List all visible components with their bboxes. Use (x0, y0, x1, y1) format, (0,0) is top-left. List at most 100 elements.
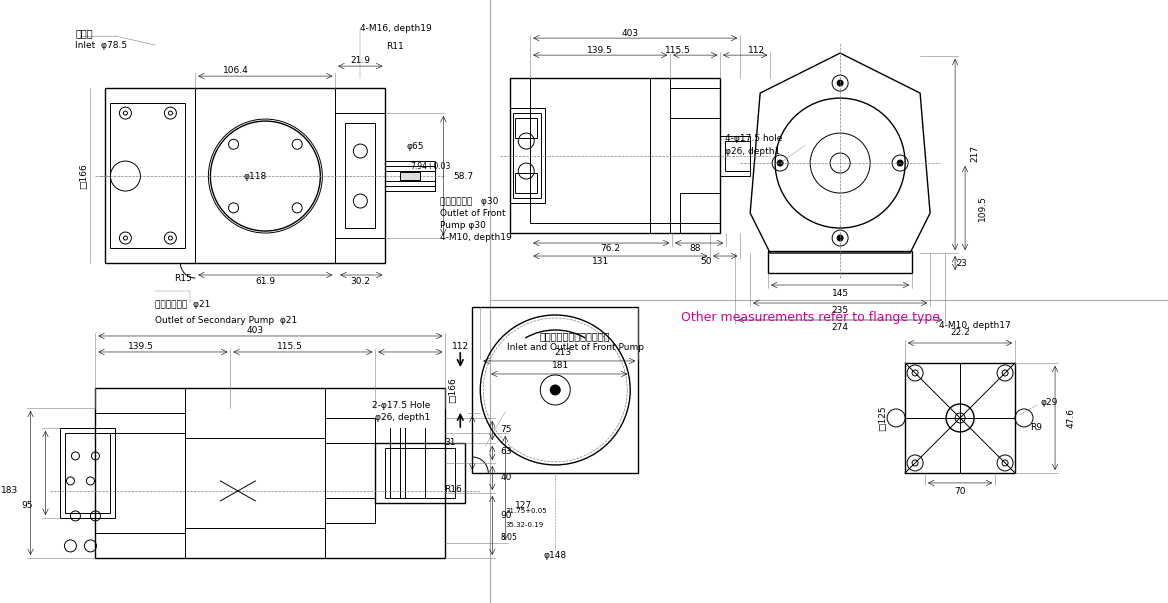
Text: 183: 183 (1, 487, 19, 496)
Text: φ65: φ65 (406, 142, 424, 151)
Text: 145: 145 (832, 288, 849, 297)
Bar (96, 388, 445, 558)
Bar (725, 141, 750, 171)
Text: Outlet of Front: Outlet of Front (440, 209, 506, 218)
Text: R16: R16 (445, 485, 463, 494)
Circle shape (777, 160, 784, 166)
Bar (515, 173, 537, 193)
Bar (769, 251, 912, 273)
Text: 181: 181 (551, 361, 569, 370)
Bar (530, 78, 721, 223)
Text: 2-φ17.5 Hole: 2-φ17.5 Hole (371, 402, 430, 411)
Text: 112: 112 (452, 343, 468, 352)
Bar (472, 307, 638, 473)
Bar (513, 113, 541, 198)
Text: 115.5: 115.5 (278, 343, 304, 352)
Bar (335, 113, 385, 238)
Text: 131: 131 (592, 256, 609, 265)
Bar (510, 78, 721, 233)
Bar (670, 88, 721, 118)
Text: 88: 88 (689, 244, 701, 253)
Text: 127: 127 (515, 502, 533, 510)
Text: 109.5: 109.5 (978, 195, 987, 221)
Circle shape (837, 80, 843, 86)
Bar (510, 108, 545, 203)
Text: φ118: φ118 (244, 171, 267, 180)
Text: 90: 90 (500, 511, 512, 520)
Text: φ26, depth1: φ26, depth1 (375, 414, 430, 423)
Text: 95: 95 (21, 502, 33, 510)
Bar (195, 88, 335, 263)
Text: 217: 217 (971, 145, 979, 162)
Bar (65, 433, 111, 513)
Text: R9: R9 (1030, 423, 1042, 432)
Text: 21.9: 21.9 (350, 55, 370, 65)
Bar (515, 118, 537, 138)
Bar (905, 363, 1015, 473)
Text: □125: □125 (878, 405, 888, 431)
Bar (385, 448, 456, 498)
Circle shape (837, 235, 843, 241)
Text: 75: 75 (500, 426, 512, 434)
Text: □166: □166 (449, 377, 458, 403)
Bar (401, 172, 420, 180)
Text: 61.9: 61.9 (256, 277, 276, 285)
Text: 40: 40 (500, 473, 512, 482)
Bar (326, 498, 375, 523)
Text: 前泵涌出油口   φ30: 前泵涌出油口 φ30 (440, 197, 499, 206)
Bar (680, 193, 721, 233)
Text: Inlet and Outlet of Front Pump: Inlet and Outlet of Front Pump (507, 344, 644, 353)
Text: 4-φ17.5 hole: 4-φ17.5 hole (725, 134, 783, 142)
Text: 35.32-0.19: 35.32-0.19 (506, 522, 543, 528)
Text: 22.2: 22.2 (951, 329, 969, 338)
Bar (105, 88, 385, 263)
Bar (346, 123, 375, 228)
Text: 30.2: 30.2 (350, 277, 370, 285)
Text: 後泵涌出油口  φ21: 後泵涌出油口 φ21 (155, 300, 210, 309)
Bar (721, 136, 750, 176)
Text: 274: 274 (832, 323, 849, 332)
Text: Pump φ30: Pump φ30 (440, 221, 486, 230)
Bar (385, 161, 436, 191)
Text: 4-M10, depth19: 4-M10, depth19 (440, 233, 512, 242)
Text: R15: R15 (174, 274, 193, 283)
Text: Inlet  φ78.5: Inlet φ78.5 (76, 40, 127, 49)
Text: φ148: φ148 (543, 551, 566, 560)
Bar (385, 166, 436, 186)
Text: 70: 70 (954, 487, 966, 496)
Text: 7.94+0.03: 7.94+0.03 (410, 162, 451, 171)
Bar (61, 428, 116, 518)
Bar (105, 88, 195, 263)
Text: 213: 213 (555, 349, 572, 358)
Bar (186, 388, 326, 558)
Circle shape (897, 160, 903, 166)
Text: 8.05: 8.05 (500, 534, 517, 543)
Text: 235: 235 (832, 306, 849, 315)
Bar (111, 103, 186, 248)
Text: 139.5: 139.5 (127, 343, 153, 352)
Text: 4-M16, depth19: 4-M16, depth19 (360, 24, 432, 33)
Text: Outlet of Secondary Pump  φ21: Outlet of Secondary Pump φ21 (155, 317, 298, 326)
Bar (96, 413, 186, 533)
Text: □166: □166 (79, 163, 88, 189)
Text: 31: 31 (444, 438, 456, 447)
Text: 58.7: 58.7 (453, 171, 473, 180)
Text: φ29: φ29 (1040, 399, 1057, 408)
Text: R11: R11 (387, 42, 404, 51)
Text: 4-M10, depth17: 4-M10, depth17 (939, 321, 1011, 330)
Text: 31.75+0.05: 31.75+0.05 (506, 508, 547, 514)
Text: 403: 403 (621, 28, 639, 37)
Text: 76.2: 76.2 (600, 244, 620, 253)
Text: φ26, depth1: φ26, depth1 (725, 147, 780, 156)
Text: 106.4: 106.4 (222, 66, 249, 75)
Text: 入油口: 入油口 (76, 28, 93, 38)
Text: 23: 23 (957, 259, 967, 268)
Bar (326, 418, 375, 443)
Bar (375, 443, 465, 503)
Circle shape (550, 385, 561, 395)
Text: 115.5: 115.5 (666, 46, 691, 55)
Text: 50: 50 (701, 256, 712, 265)
Text: Other measurements refer to flange type: Other measurements refer to flange type (681, 312, 939, 324)
Text: 112: 112 (748, 46, 765, 55)
Text: 403: 403 (246, 326, 264, 335)
